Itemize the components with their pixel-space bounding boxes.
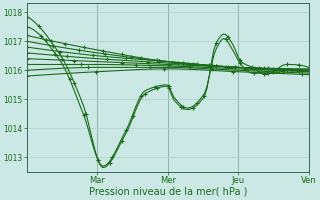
X-axis label: Pression niveau de la mer( hPa ): Pression niveau de la mer( hPa ) [89, 187, 247, 197]
